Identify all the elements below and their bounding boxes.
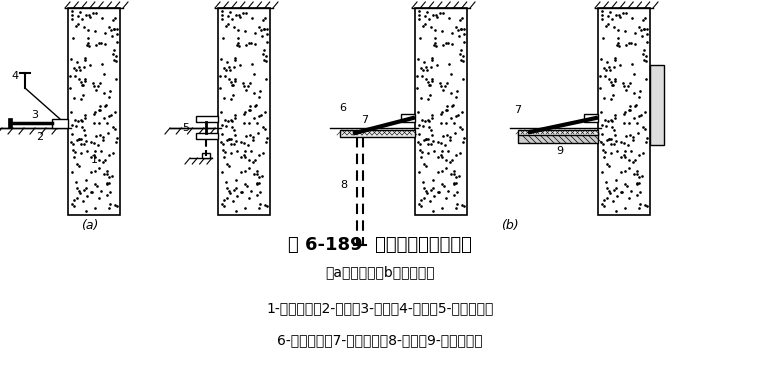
Text: 图 6-189  水泥土墙加临时支撑: 图 6-189 水泥土墙加临时支撑 [288, 236, 472, 254]
Text: 4: 4 [11, 71, 18, 81]
Bar [196, 133, 218, 139]
Bar [196, 116, 218, 122]
Text: (a): (a) [81, 218, 99, 232]
Bar [650, 65, 664, 145]
Bar [518, 133, 598, 143]
Text: 8: 8 [340, 180, 347, 190]
Bar [598, 8, 650, 215]
Bar [401, 114, 415, 122]
Text: (b): (b) [501, 218, 519, 232]
Bar [518, 130, 598, 135]
Text: 3: 3 [31, 110, 39, 120]
Text: 2: 2 [36, 132, 43, 142]
Text: 6: 6 [340, 103, 347, 113]
Bar [340, 130, 415, 137]
Bar [584, 114, 598, 122]
Text: 5: 5 [182, 123, 189, 133]
Bar [218, 8, 270, 215]
Text: 7: 7 [362, 115, 369, 125]
Text: 1-水泥土墙；2-围檩；3-对撑；4-吊索；5-支承型钢；: 1-水泥土墙；2-围檩；3-对撑；4-吊索；5-支承型钢； [266, 301, 494, 315]
Bar [52, 119, 68, 128]
Text: （a）对撑；（b）竖向斜撑: （a）对撑；（b）竖向斜撑 [325, 265, 435, 279]
Text: 9: 9 [556, 146, 564, 156]
Text: 1: 1 [90, 155, 97, 165]
Bar [8, 118, 12, 128]
Text: 7: 7 [515, 105, 521, 115]
Bar [68, 8, 120, 215]
Bar [202, 153, 210, 158]
Bar [415, 8, 467, 215]
Text: 6-竖向斜撑；7-铺地型钢；8-板桩；9-混凝土垫层: 6-竖向斜撑；7-铺地型钢；8-板桩；9-混凝土垫层 [277, 333, 483, 347]
